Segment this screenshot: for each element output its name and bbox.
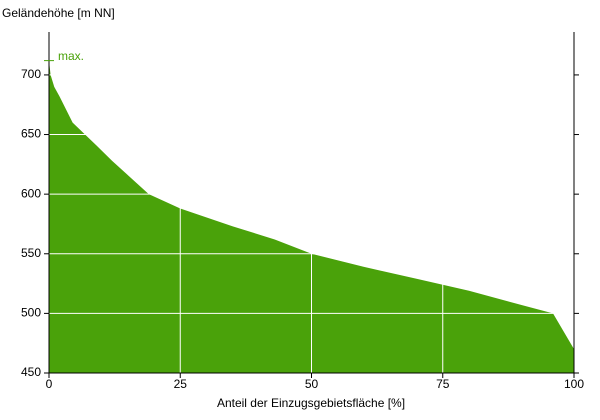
annotation: max.	[58, 49, 84, 63]
y-tick-label: 700	[21, 67, 41, 81]
y-axis-label: Geländehöhe [m NN]	[2, 6, 115, 20]
y-tick-label: 550	[21, 246, 41, 260]
x-tick-label: 100	[564, 377, 584, 391]
y-tick-label: 500	[21, 306, 41, 320]
x-axis-label: Anteil der Einzugsgebietsfläche [%]	[217, 396, 405, 410]
x-tick-label: 25	[174, 377, 188, 391]
x-tick-label: 75	[436, 377, 450, 391]
x-tick-label: 50	[305, 377, 319, 391]
x-tick-label: 0	[46, 377, 53, 391]
y-tick-label: 450	[21, 365, 41, 379]
y-tick-label: 600	[21, 186, 41, 200]
y-tick-label: 650	[21, 127, 41, 141]
